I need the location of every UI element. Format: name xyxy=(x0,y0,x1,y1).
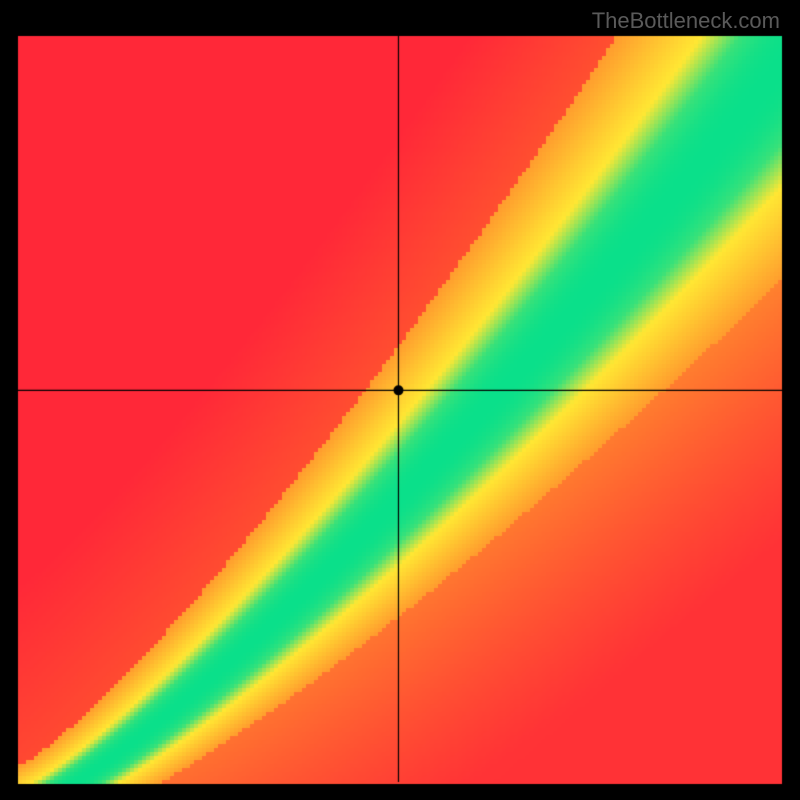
watermark-text: TheBottleneck.com xyxy=(592,8,780,34)
heatmap-canvas xyxy=(0,0,800,800)
bottleneck-heatmap-chart: TheBottleneck.com xyxy=(0,0,800,800)
